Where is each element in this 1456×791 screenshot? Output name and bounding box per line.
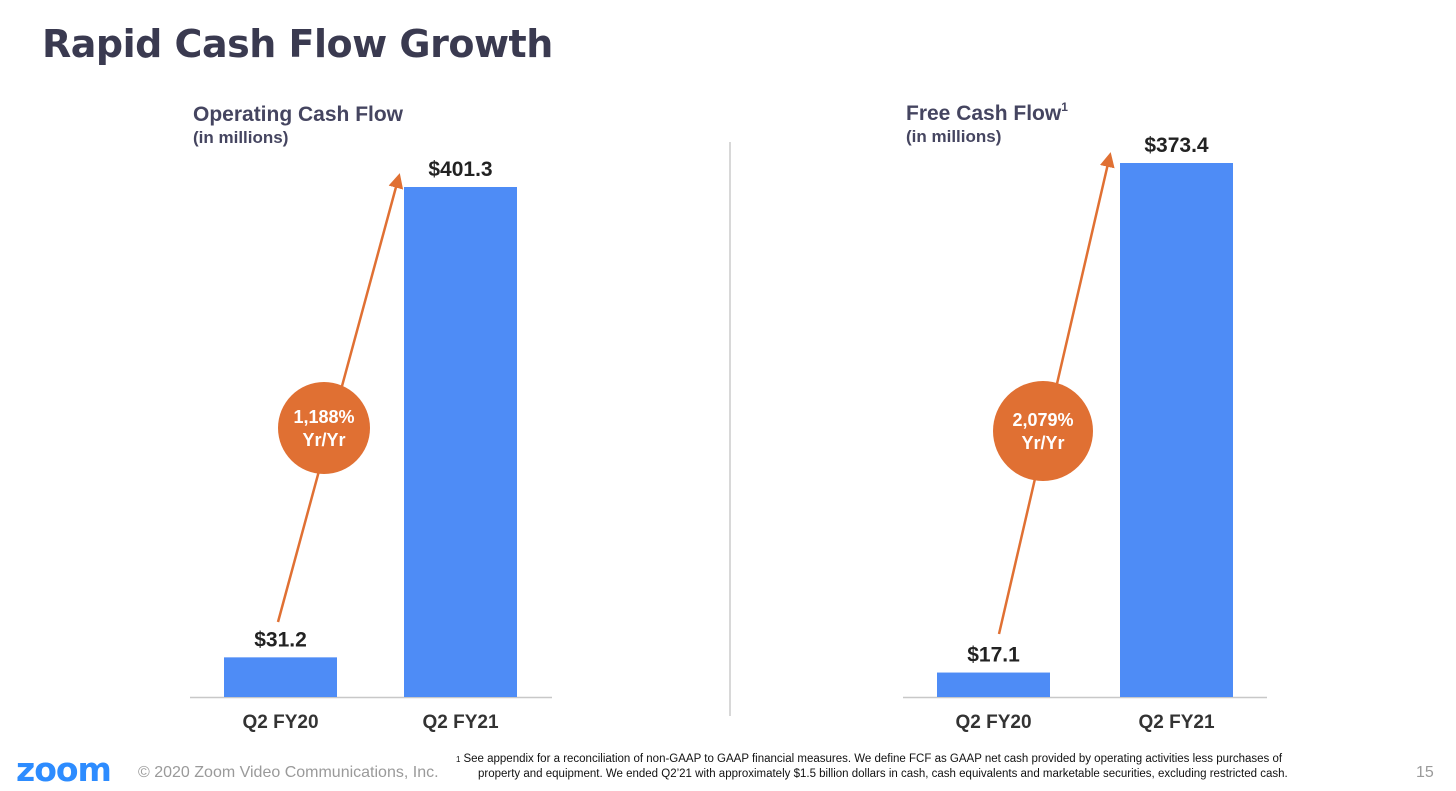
operating-cash-flow-chart: Operating Cash Flow (in millions) $31.2 Q2 … (190, 103, 552, 733)
data-label: $31.2 (254, 628, 307, 651)
free-cash-flow-chart: Free Cash Flow1 (in millions) $17.1 Q2 FY20… (903, 100, 1267, 733)
zoom-logo: zoom (16, 750, 112, 789)
growth-percent: 2,079% (1012, 410, 1073, 430)
bar-q2-fy21 (404, 187, 517, 697)
footnote-line-2: property and equipment. We ended Q2’21 w… (478, 768, 1288, 780)
chart-title: Free Cash Flow1 (906, 100, 1068, 125)
footnote-marker: 1 (456, 755, 461, 764)
chart-title-superscript: 1 (1061, 100, 1068, 114)
tick-label: Q2 FY21 (1138, 712, 1214, 733)
data-label: $373.4 (1144, 134, 1209, 157)
footnote-line-1: See appendix for a reconciliation of non… (463, 753, 1283, 765)
growth-badge (993, 381, 1093, 481)
copyright-text: © 2020 Zoom Video Communications, Inc. (138, 764, 439, 781)
tick-label: Q2 FY20 (242, 712, 318, 733)
tick-label: Q2 FY20 (955, 712, 1031, 733)
slide-title: Rapid Cash Flow Growth (42, 22, 553, 66)
page-number: 15 (1416, 764, 1434, 781)
data-label: $401.3 (428, 158, 492, 181)
tick-label: Q2 FY21 (422, 712, 498, 733)
growth-badge (278, 382, 370, 474)
bar-q2-fy21 (1120, 163, 1233, 697)
footnote: 1 See appendix for a reconciliation of no… (456, 752, 1414, 782)
bar-q2-fy20 (937, 672, 1050, 697)
growth-period: Yr/Yr (302, 430, 345, 450)
chart-divider (729, 142, 731, 716)
bar-q2-fy20 (224, 657, 337, 697)
growth-percent: 1,188% (293, 407, 354, 427)
chart-subtitle: (in millions) (906, 127, 1001, 146)
chart-title: Operating Cash Flow (193, 103, 404, 126)
chart-subtitle: (in millions) (193, 128, 288, 147)
data-label: $17.1 (967, 644, 1020, 667)
growth-period: Yr/Yr (1021, 433, 1064, 453)
